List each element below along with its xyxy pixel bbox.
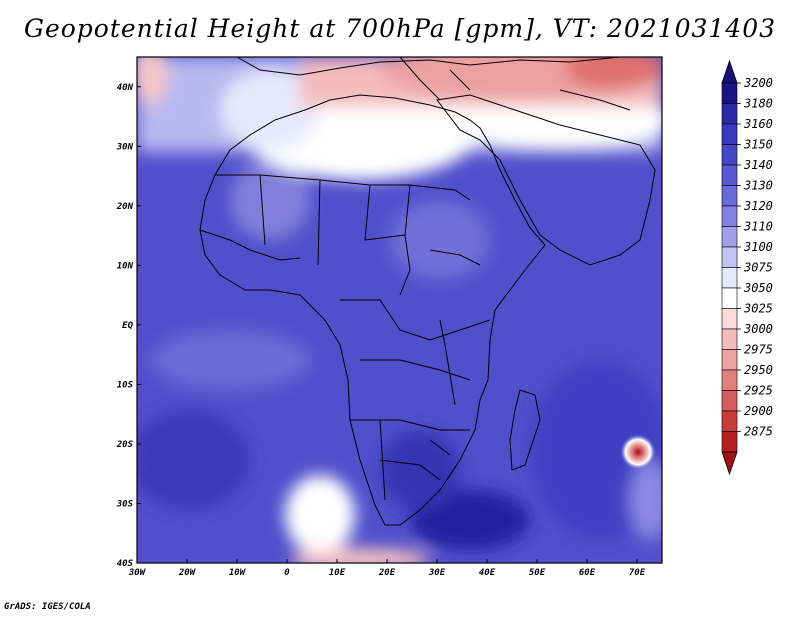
colorbar-swatch [721,205,738,227]
map-frame [136,56,663,564]
lat-tick-label: 10S [117,380,134,390]
colorbar-label: 3200 [743,76,773,90]
lon-tick-label: 40E [479,568,496,578]
colorbar-label: 3130 [743,179,773,193]
colorbar-label: 3140 [743,158,773,172]
colorbar-label: 3110 [743,220,773,234]
colorbar-label: 3000 [743,322,773,336]
lon-tick-label: 30E [428,568,446,578]
chart-title: Geopotential Height at 700hPa [gpm], VT:… [23,14,777,43]
lat-tick-label: EQ [122,321,133,331]
lon-tick-label: 50E [529,568,546,578]
lon-tick-label: 0 [284,568,290,578]
colorbar-swatch [721,287,738,309]
colorbar-swatch [721,431,738,453]
lon-tick-label: 30W [128,568,147,578]
lon-tick-label: 70E [629,568,646,578]
colorbar-label: 3160 [743,117,773,131]
credit-label: GrADS: IGES/COLA [4,602,91,612]
lat-tick-label: 20N [116,202,134,212]
colorbar-swatch [721,144,738,166]
colorbar-swatch [721,410,738,432]
colorbar-swatch [721,390,738,412]
colorbar-swatch [721,226,738,248]
colorbar-swatch [721,164,738,186]
colorbar-label: 2925 [744,384,773,398]
colorbar-label: 2875 [744,425,773,439]
colorbar-swatch [721,369,738,391]
colorbar-swatch [721,103,738,125]
lat-tick-label: 40S [117,559,134,569]
colorbar-label: 3050 [743,281,773,295]
colorbar-label: 2975 [744,343,773,357]
colorbar-label: 2900 [744,404,773,418]
height-field [137,57,662,563]
lon-tick-label: 20E [378,568,396,578]
colorbar-swatch [721,82,738,104]
colorbar-label: 3025 [743,302,773,316]
lon-tick-label: 60E [579,568,596,578]
lat-tick-label: 30N [116,142,134,152]
colorbar-top-arrow [721,59,738,84]
colorbar-label: 2950 [744,363,773,377]
colorbar-label: 3100 [743,240,773,254]
colorbar-label: 3150 [743,138,773,152]
colorbar-bottom-arrow [721,451,738,476]
lon-tick-label: 10W [229,568,247,578]
colorbar-label: 3120 [743,199,773,213]
lon-tick-label: 10E [329,568,346,578]
lat-tick-label: 20S [116,440,134,450]
colorbar-swatch [721,267,738,289]
coastlines [199,57,656,526]
lat-tick-label: 40N [117,83,134,93]
colorbar-swatch [721,123,738,145]
colorbar-swatch [721,185,738,207]
colorbar-swatch [721,349,738,371]
colorbar-swatch [721,308,738,330]
colorbar-swatch [721,246,738,268]
axis-ticks: 30W 20W 10W 0 10E 20E 30E 40E 50E 60E 70E 40N 30N 20N… [116,83,646,578]
colorbar-label: 3075 [743,261,773,275]
colorbar-swatch [721,328,738,350]
lon-tick-label: 20W [178,568,197,578]
lat-tick-label: 10N [117,261,134,271]
colorbar-label: 3180 [743,97,773,111]
colorbar: 3200 3180 3160 3150 3140 3130 3120 3110 3100 3075… [721,59,773,476]
lat-tick-label: 30S [116,499,134,509]
